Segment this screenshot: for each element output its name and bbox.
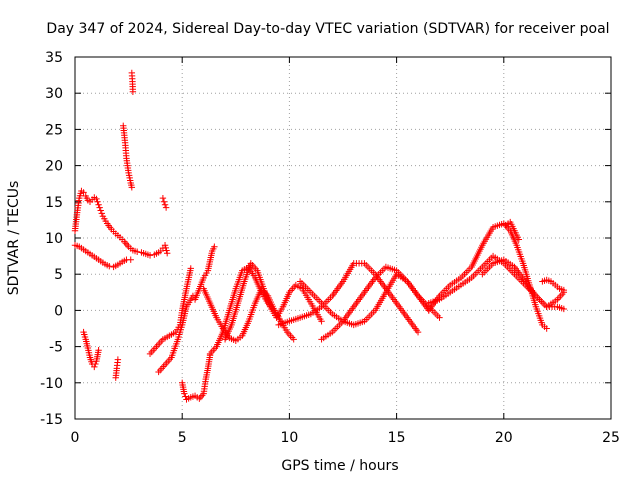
data-point: [80, 189, 87, 196]
data-point: [123, 241, 131, 249]
data-point: [318, 318, 325, 325]
data-marks: [71, 69, 568, 403]
data-point: [96, 204, 103, 211]
x-tick-label: 10: [280, 430, 298, 446]
data-point: [560, 286, 568, 294]
data-point: [127, 256, 134, 263]
data-point: [211, 243, 218, 250]
x-axis-label: GPS time / hours: [281, 458, 398, 474]
x-tick-label: 5: [178, 430, 187, 446]
data-point: [97, 207, 104, 214]
data-point: [543, 325, 550, 332]
data-point: [146, 252, 154, 259]
data-point: [161, 201, 169, 208]
data-point: [133, 248, 141, 255]
x-tick-label: 0: [71, 430, 80, 446]
chart-title: Day 347 of 2024, Sidereal Day-to-day VTE…: [46, 21, 609, 37]
data-point: [95, 347, 102, 354]
data-point: [114, 356, 122, 363]
data-point: [163, 250, 171, 257]
data-point: [181, 390, 188, 397]
data-point: [94, 198, 101, 205]
grid: [75, 57, 611, 419]
data-point: [414, 328, 422, 336]
x-tick-label: 15: [388, 430, 406, 446]
data-point: [93, 195, 100, 203]
data-point: [182, 393, 189, 400]
y-axis-label: SDTVAR / TECUs: [6, 181, 22, 296]
data-point: [290, 336, 297, 343]
data-point: [161, 242, 169, 249]
data-point: [106, 263, 113, 270]
y-tick-label: 10: [45, 231, 63, 247]
y-tick-label: 30: [45, 86, 63, 102]
y-tick-label: -5: [49, 340, 63, 356]
data-point: [163, 247, 170, 254]
data-point: [95, 201, 102, 208]
data-point: [187, 265, 194, 272]
x-tick-label: 20: [495, 430, 513, 446]
data-point: [91, 363, 98, 371]
data-point: [515, 236, 523, 243]
data-point: [197, 393, 204, 401]
data-point: [189, 292, 197, 300]
y-tick-label: -15: [40, 412, 63, 428]
data-point: [98, 210, 105, 217]
y-tick-label: 5: [54, 267, 63, 283]
y-tick-label: 35: [45, 50, 63, 66]
data-point: [122, 240, 129, 247]
axes: 0 5 10 15 20 25 -15 -10 -5 0 5 10 15 20 25 30 35: [40, 50, 620, 446]
y-tick-label: 25: [45, 122, 63, 138]
data-point: [162, 204, 170, 211]
y-tick-label: 0: [54, 303, 63, 319]
y-tick-label: -10: [40, 376, 63, 392]
data-point: [92, 360, 99, 368]
data-point: [128, 184, 136, 191]
data-point: [560, 305, 568, 313]
data-point: [129, 88, 137, 95]
data-point: [436, 314, 443, 321]
data-point: [162, 244, 169, 252]
data-point: [159, 194, 167, 202]
x-tick-label: 25: [602, 430, 620, 446]
y-tick-label: 20: [45, 159, 63, 175]
y-tick-label: 15: [45, 195, 63, 211]
data-point: [160, 198, 168, 205]
